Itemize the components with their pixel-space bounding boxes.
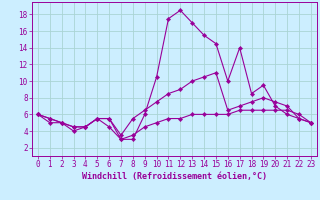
X-axis label: Windchill (Refroidissement éolien,°C): Windchill (Refroidissement éolien,°C) — [82, 172, 267, 181]
